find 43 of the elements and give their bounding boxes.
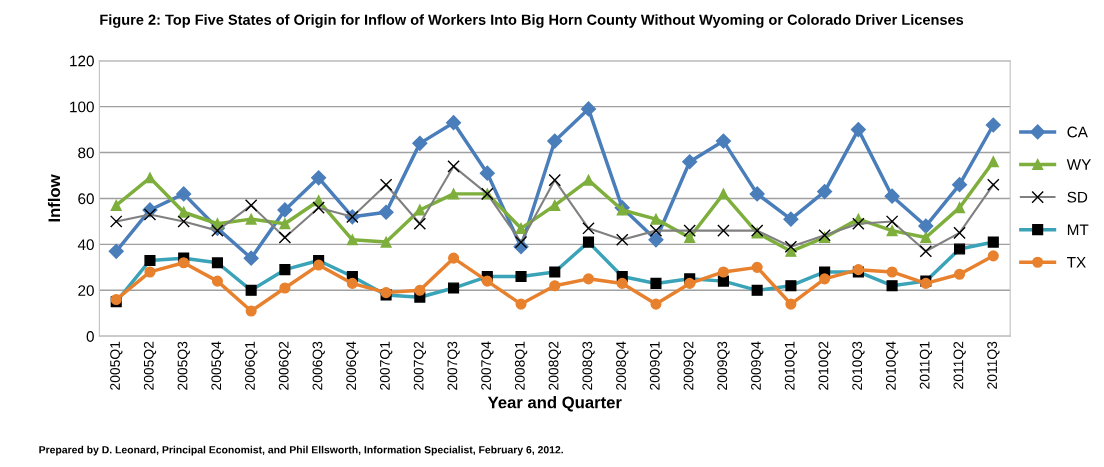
- legend-label: TX: [1067, 257, 1086, 268]
- x-tick-label: 2008Q3: [582, 341, 595, 390]
- x-tick-label: 2010Q3: [852, 341, 865, 390]
- x-tick-label: 2008Q1: [514, 341, 528, 390]
- chart-title: Figure 2: Top Five States of Origin for Inflow of Workers Into Big Horn County Without Wyoming or Colorado Driver Licenses: [100, 14, 964, 28]
- x-tick-label: 2011Q1: [919, 341, 933, 389]
- x-tick-label: 2007Q3: [447, 341, 460, 390]
- legend-label: CA: [1067, 126, 1088, 138]
- x-tick-label: 2006Q4: [346, 341, 359, 390]
- x-tick-label: 2007Q1: [379, 341, 393, 390]
- y-tick-label: 20: [78, 285, 94, 296]
- x-tick-label: 2005Q1: [110, 341, 123, 390]
- y-tick-label: 60: [78, 193, 94, 205]
- x-tick-label: 2010Q1: [784, 341, 798, 390]
- y-axis-title: Inflow: [47, 174, 61, 222]
- x-tick-label: 2009Q2: [683, 341, 696, 390]
- x-tick-label: 2009Q3: [717, 341, 730, 390]
- x-axis-title: Year and Quarter: [487, 396, 622, 412]
- x-tick-label: 2007Q4: [481, 341, 494, 390]
- x-tick-label: 2006Q2: [278, 341, 292, 390]
- y-tick-label: 120: [70, 55, 94, 67]
- x-tick-label: 2005Q2: [143, 341, 157, 390]
- x-tick-label: 2008Q4: [616, 341, 629, 390]
- x-tick-label: 2005Q3: [177, 341, 190, 390]
- y-tick-label: 40: [77, 239, 94, 251]
- legend-label: WY: [1066, 159, 1091, 170]
- x-tick-label: 2006Q3: [312, 341, 325, 390]
- x-tick-label: 2008Q2: [548, 341, 561, 390]
- y-tick-label: 0: [86, 331, 94, 342]
- x-tick-label: 2009Q1: [649, 341, 663, 390]
- x-tick-label: 2010Q2: [818, 341, 831, 390]
- legend-label: MT: [1067, 224, 1089, 235]
- x-tick-label: 2009Q4: [751, 341, 764, 390]
- text: Prepared by D. Leonard, Principal Economist, and Phil Ellsworth, Information Specialist, February 6, 2012.: [39, 445, 563, 456]
- x-tick-label: 2011Q2: [953, 341, 966, 389]
- legend-label: SD: [1067, 191, 1088, 203]
- x-tick-label: 2006Q1: [245, 341, 258, 390]
- x-tick-label: 2011Q3: [987, 341, 1000, 389]
- y-tick-label: 100: [70, 101, 94, 113]
- x-tick-label: 2005Q4: [211, 341, 224, 390]
- x-tick-label: 2010Q4: [885, 341, 899, 390]
- y-tick-label: 80: [78, 147, 94, 159]
- x-tick-label: 2007Q2: [413, 341, 427, 390]
